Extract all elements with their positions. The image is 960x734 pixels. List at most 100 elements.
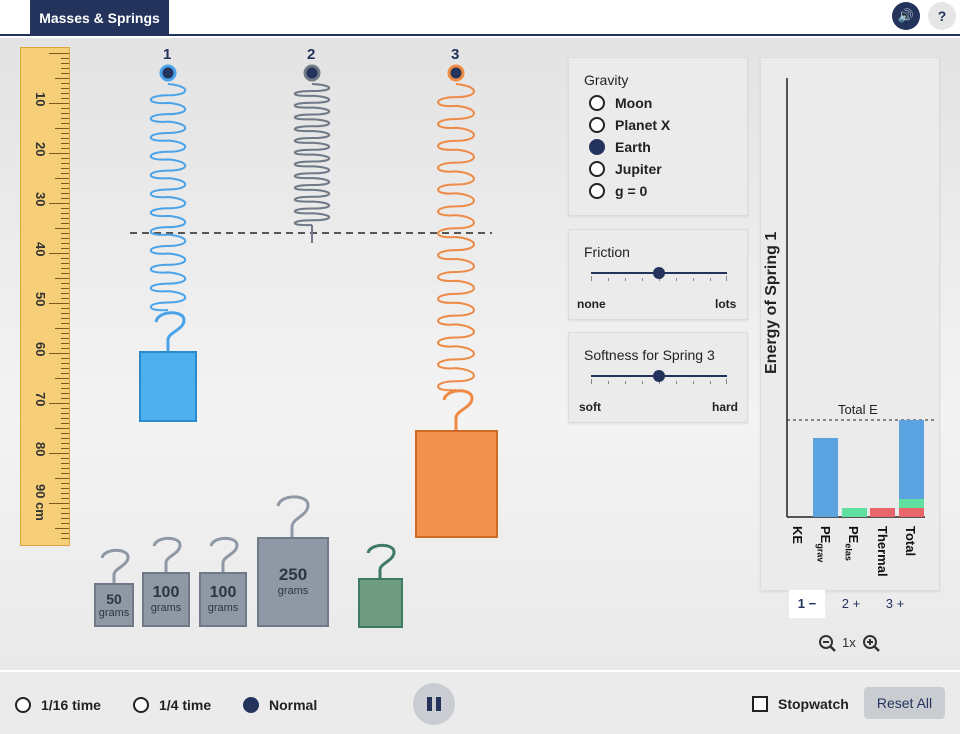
mass-100g[interactable]: 100 grams	[142, 572, 190, 627]
gravity-option-label[interactable]: Earth	[615, 139, 651, 155]
ruler-tick	[61, 188, 69, 189]
ruler[interactable]: 10 20 30 40 50 60 70 80 90 cm	[20, 47, 70, 546]
ruler-tick	[61, 343, 69, 344]
stopwatch-label[interactable]: Stopwatch	[778, 696, 849, 712]
gravity-option-label[interactable]: Moon	[615, 95, 653, 111]
ruler-tick	[61, 173, 69, 174]
speed-option-label[interactable]: Normal	[269, 697, 318, 713]
zoom-in-icon[interactable]	[862, 634, 882, 654]
friction-title: Friction	[584, 244, 630, 260]
ruler-tick	[61, 268, 69, 269]
pause-button[interactable]	[413, 683, 455, 725]
ruler-tick	[55, 78, 69, 79]
mass-value: 50	[106, 591, 122, 607]
ruler-tick	[55, 478, 69, 479]
ruler-tick	[61, 123, 69, 124]
mass-hook	[209, 536, 239, 572]
ruler-tick	[61, 108, 69, 109]
ruler-tick	[61, 138, 69, 139]
ruler-tick	[61, 468, 69, 469]
sim-title-tab: Masses & Springs	[30, 0, 169, 36]
gravity-radio-moon[interactable]	[589, 95, 605, 111]
spring-2-label: 2	[307, 46, 316, 63]
ruler-tick	[61, 463, 69, 464]
spring-1	[149, 83, 187, 312]
gravity-option-label[interactable]: Jupiter	[615, 161, 662, 177]
ruler-tick	[61, 113, 69, 114]
ruler-tick	[61, 133, 69, 134]
spring-3	[437, 83, 475, 392]
ruler-tick	[61, 83, 69, 84]
ruler-tick	[61, 508, 69, 509]
bottom-bar: 1/16 time 1/4 time Normal Stopwatch Rese…	[0, 672, 960, 734]
gravity-radio-zero[interactable]	[589, 183, 605, 199]
gravity-radio-earth[interactable]	[589, 139, 605, 155]
speed-radio-normal[interactable]	[243, 697, 259, 713]
ruler-tick	[61, 418, 69, 419]
ruler-tick	[61, 98, 69, 99]
energy-chart	[786, 78, 937, 518]
ruler-tick	[61, 458, 69, 459]
gravity-radio-jupiter[interactable]	[589, 161, 605, 177]
softness-max-label: hard	[712, 400, 739, 414]
ruler-tick	[61, 538, 69, 539]
mass-250g[interactable]: 250 grams	[257, 537, 329, 627]
ruler-tick	[55, 278, 69, 279]
gravity-option-label[interactable]: Planet X	[615, 117, 671, 133]
reset-all-button[interactable]: Reset All	[864, 687, 945, 719]
mass-100g[interactable]: 100 grams	[199, 572, 247, 627]
bar-label-thermal: Thermal	[875, 526, 890, 577]
ruler-tick	[61, 493, 69, 494]
softness-slider-knob[interactable]	[653, 370, 665, 382]
spring-select-2[interactable]: 2 +	[841, 596, 861, 611]
ruler-tick	[55, 178, 69, 179]
gravity-radio-planet-x[interactable]	[589, 117, 605, 133]
speed-radio-sixteenth[interactable]	[15, 697, 31, 713]
attached-mass-blue[interactable]	[139, 351, 197, 422]
ruler-tick	[55, 228, 69, 229]
ruler-tick	[61, 518, 69, 519]
ruler-tick	[49, 353, 69, 354]
sound-icon[interactable]: 🔊	[892, 2, 920, 30]
help-button[interactable]: ?	[928, 2, 956, 30]
ruler-tick	[61, 213, 69, 214]
ruler-tick	[61, 58, 69, 59]
spring-select-3[interactable]: 3 +	[885, 596, 905, 611]
ruler-tick	[61, 223, 69, 224]
ruler-tick	[61, 93, 69, 94]
friction-slider-knob[interactable]	[653, 267, 665, 279]
spring1-coil	[149, 83, 187, 312]
spring-select-1[interactable]: 1 −	[789, 590, 825, 618]
friction-panel: Friction none lots	[568, 229, 748, 320]
ruler-tick	[61, 198, 69, 199]
ruler-tick	[61, 483, 69, 484]
ruler-tick	[61, 183, 69, 184]
ruler-tick	[49, 403, 69, 404]
spring3-coil	[437, 83, 475, 392]
mass-50g[interactable]: 50 grams	[94, 583, 134, 627]
speed-radio-quarter[interactable]	[133, 697, 149, 713]
ruler-tick	[61, 143, 69, 144]
gravity-option-label[interactable]: g = 0	[615, 183, 648, 199]
mass-hook	[442, 389, 474, 431]
softness-panel: Softness for Spring 3 soft hard	[568, 332, 748, 423]
ruler-tick	[61, 533, 69, 534]
mass-hook	[276, 495, 310, 537]
stopwatch-checkbox[interactable]	[752, 696, 768, 712]
ruler-tick	[61, 258, 69, 259]
ruler-tick	[61, 73, 69, 74]
ruler-tick	[61, 488, 69, 489]
ruler-tick	[61, 283, 69, 284]
zoom-out-icon[interactable]	[818, 634, 838, 654]
pause-icon	[427, 697, 432, 711]
ruler-tick	[49, 153, 69, 154]
spring2-coil	[293, 83, 331, 227]
speed-option-label[interactable]: 1/16 time	[41, 697, 101, 713]
spring-3-anchor	[447, 64, 465, 82]
speed-option-label[interactable]: 1/4 time	[159, 697, 212, 713]
mystery-mass[interactable]	[358, 578, 403, 628]
gravity-panel: Gravity Moon Planet X Earth Jupiter g = …	[568, 57, 748, 216]
bar-label-pe-grav: PEgrav	[815, 526, 833, 563]
attached-mass-orange[interactable]	[415, 430, 498, 538]
